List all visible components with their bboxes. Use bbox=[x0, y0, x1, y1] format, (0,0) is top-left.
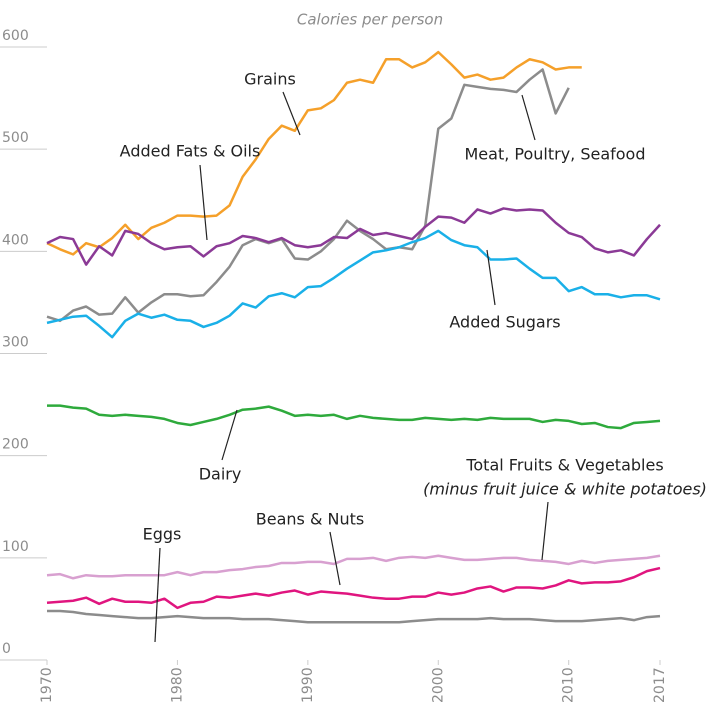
y-tick-label: 300 bbox=[2, 335, 29, 351]
series-line bbox=[46, 229, 661, 339]
leader-line bbox=[282, 91, 301, 136]
y-tick-label: 100 bbox=[2, 539, 29, 555]
series-line bbox=[46, 554, 661, 580]
series-label: Meat, Poultry, Seafood bbox=[464, 145, 645, 164]
x-tick-label: 1990 bbox=[300, 667, 316, 703]
series-label: Grains bbox=[244, 70, 296, 89]
series-label: Added Fats & Oils bbox=[120, 142, 261, 161]
series-line bbox=[47, 404, 661, 430]
series-label: Beans & Nuts bbox=[256, 510, 364, 529]
leader-line bbox=[521, 94, 536, 141]
y-tick-label: 400 bbox=[2, 232, 29, 248]
series-label: Total Fruits & Vegetables bbox=[465, 456, 663, 475]
leader-line bbox=[199, 164, 208, 241]
series-note: (minus fruit juice & white potatoes) bbox=[423, 480, 707, 499]
series-label: Dairy bbox=[199, 465, 242, 484]
series-line bbox=[47, 609, 661, 624]
series-label: Added Sugars bbox=[449, 313, 560, 332]
chart-title: Calories per person bbox=[297, 11, 443, 29]
x-tick-label: 2010 bbox=[561, 667, 577, 703]
x-tick-label: 2017 bbox=[652, 667, 668, 703]
y-tick-label: 200 bbox=[2, 437, 29, 453]
leader-line bbox=[154, 547, 161, 643]
x-tick-label: 1970 bbox=[39, 667, 55, 703]
x-tick-label: 2000 bbox=[430, 667, 446, 703]
series-label: Eggs bbox=[143, 525, 182, 544]
x-tick-label: 1980 bbox=[169, 667, 185, 703]
series-line bbox=[46, 68, 570, 323]
y-tick-label: 500 bbox=[2, 130, 29, 146]
series-line bbox=[46, 566, 661, 610]
leader-line bbox=[541, 501, 549, 561]
y-tick-label: 600 bbox=[2, 28, 29, 44]
series-line bbox=[46, 50, 582, 256]
leader-line bbox=[486, 249, 496, 306]
leader-line bbox=[221, 409, 238, 461]
series-line bbox=[46, 207, 661, 266]
leader-line bbox=[329, 531, 341, 586]
y-tick-label: 0 bbox=[2, 641, 11, 657]
